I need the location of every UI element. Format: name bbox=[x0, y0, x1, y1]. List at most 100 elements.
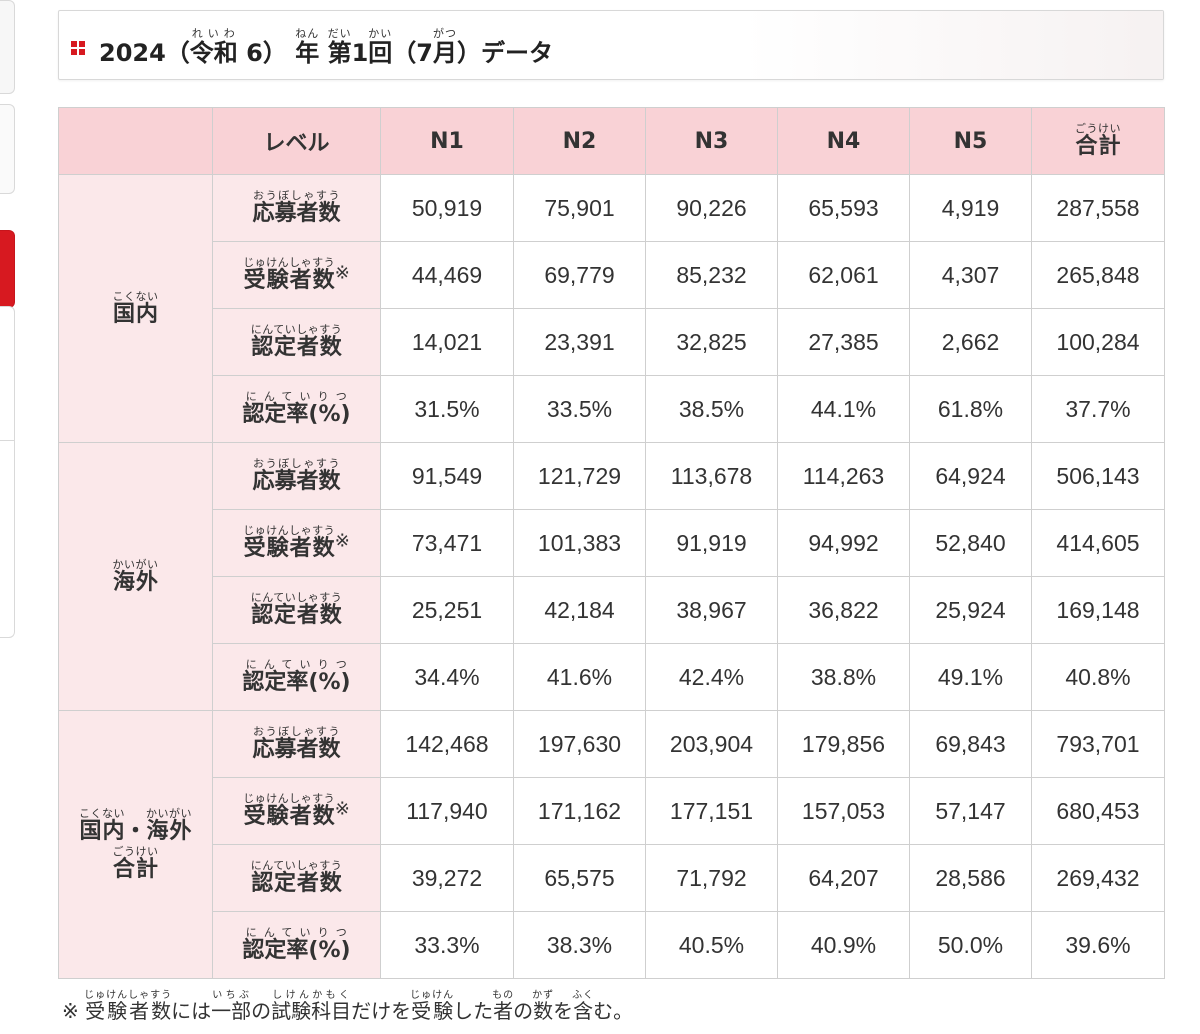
value-cell: 90,226 bbox=[645, 174, 778, 242]
value-cell: 101,383 bbox=[513, 509, 646, 577]
group-label-b: 海外 bbox=[146, 818, 192, 844]
metric-reading: にんていりつ bbox=[242, 926, 351, 939]
metric-label: 受験者数 bbox=[243, 268, 336, 293]
group-label-reading: かいがい bbox=[112, 557, 159, 571]
metric-label-cell: 受験者数じゅけんしゃすう※ bbox=[212, 777, 381, 845]
value-cell: 142,468 bbox=[380, 710, 514, 778]
title-month: （7 bbox=[392, 39, 433, 67]
metric-label: 認定率(%) bbox=[242, 402, 351, 427]
results-table: レベル N1 N2 N3 N4 N5 合計ごうけい 国内こくない 応募者数おうぼし… bbox=[58, 107, 1165, 979]
title-dai-reading: だい bbox=[327, 27, 352, 40]
table-row: 海外かいがい 応募者数おうぼしゃすう 91,549 121,729 113,678 114… bbox=[58, 442, 1165, 711]
metric-label: 応募者数 bbox=[252, 737, 341, 762]
value-cell: 44.1% bbox=[777, 375, 910, 443]
note-word-text: 含 bbox=[572, 999, 595, 1023]
value-cell: 39,272 bbox=[380, 844, 514, 912]
value-cell: 32,825 bbox=[645, 308, 778, 376]
metric-label-cell: 認定者数にんていしゃすう bbox=[212, 576, 381, 644]
side-panel-edge-red bbox=[0, 230, 15, 308]
footnote-mark: ※ bbox=[334, 798, 350, 820]
metric-label: 応募者数 bbox=[252, 469, 341, 494]
title-year: 2024 bbox=[99, 39, 166, 67]
title-kai-reading: かい bbox=[368, 27, 393, 40]
note-mark: ※ bbox=[62, 999, 86, 1023]
group-label-c: 合計 bbox=[112, 856, 159, 882]
metric-label: 受験者数 bbox=[243, 804, 336, 829]
header-total-text: 合計 bbox=[1075, 134, 1121, 159]
group-label-line: 合計ごうけい bbox=[59, 845, 212, 883]
total-value-cell: 100,284 bbox=[1031, 308, 1165, 376]
note-word-reading: いちぶ bbox=[211, 990, 252, 1001]
footnote-mark: ※ bbox=[334, 530, 350, 552]
note-word: 一部いちぶ bbox=[211, 990, 251, 1023]
note-text: には bbox=[171, 999, 212, 1023]
value-cell: 114,263 bbox=[777, 442, 910, 510]
total-value-cell: 414,605 bbox=[1031, 509, 1165, 577]
value-cell: 62,061 bbox=[777, 241, 910, 309]
footnote-mark: ※ bbox=[334, 262, 350, 284]
value-cell: 171,162 bbox=[513, 777, 646, 845]
footnote: ※ 受験者数じゅけんしゃすうには一部いちぶの試験科目しけんかもくだけを受験じゅけ… bbox=[62, 990, 633, 1024]
group-label-cell: 国内こくない bbox=[58, 174, 213, 443]
table-row: 受験者数じゅけんしゃすう※ 73,471 101,383 91,919 94,992 52… bbox=[59, 509, 1165, 577]
value-cell: 177,151 bbox=[645, 777, 778, 845]
value-cell: 14,021 bbox=[380, 308, 514, 376]
group-label-b-reading: かいがい bbox=[146, 806, 192, 820]
value-cell: 41.6% bbox=[513, 643, 646, 711]
value-cell: 121,729 bbox=[513, 442, 646, 510]
title-kai-text: 回 bbox=[368, 39, 393, 67]
metric-reading: おうぼしゃすう bbox=[252, 457, 341, 470]
title-nen-text: 年 bbox=[295, 39, 320, 67]
title-era-number: 6） bbox=[237, 39, 287, 67]
value-cell: 69,843 bbox=[909, 710, 1032, 778]
value-cell: 42.4% bbox=[645, 643, 778, 711]
value-cell: 36,822 bbox=[777, 576, 910, 644]
title-nen: 年ねん bbox=[295, 27, 320, 67]
metric-label-cell: 受験者数じゅけんしゃすう※ bbox=[212, 241, 381, 309]
table-row: 国内こくない 応募者数おうぼしゃすう 50,919 75,901 90,226 65,59… bbox=[58, 174, 1165, 443]
title-nen-reading: ねん bbox=[295, 27, 320, 40]
metric-label: 認定率(%) bbox=[242, 938, 351, 963]
metric-label-cell: 認定者数にんていしゃすう bbox=[212, 844, 381, 912]
group-label-line: 国内こくない・海外かいがい bbox=[59, 807, 212, 845]
value-cell: 91,919 bbox=[645, 509, 778, 577]
title-gatsu-reading: がつ bbox=[432, 27, 457, 40]
metric-label: 認定者数 bbox=[250, 871, 343, 896]
total-value-cell: 506,143 bbox=[1031, 442, 1165, 510]
note-word-reading: ふく bbox=[572, 990, 595, 1001]
total-value-cell: 680,453 bbox=[1031, 777, 1165, 845]
header-total: 合計ごうけい bbox=[1031, 107, 1165, 175]
note-word-text: 数 bbox=[532, 999, 555, 1023]
value-cell: 28,586 bbox=[909, 844, 1032, 912]
red-square-bullet-icon bbox=[71, 41, 85, 55]
group-label-sep: ・ bbox=[124, 818, 147, 844]
metric-reading: にんていしゃすう bbox=[250, 591, 343, 604]
value-cell: 50,919 bbox=[380, 174, 514, 242]
total-value-cell: 39.6% bbox=[1031, 911, 1165, 979]
title-dai-text: 第 bbox=[327, 39, 352, 67]
value-cell: 40.9% bbox=[777, 911, 910, 979]
title-dai: 第だい bbox=[327, 27, 352, 67]
note-word: 者もの bbox=[492, 990, 514, 1023]
title-era-text: 令和 bbox=[189, 39, 238, 67]
value-cell: 23,391 bbox=[513, 308, 646, 376]
value-cell: 25,924 bbox=[909, 576, 1032, 644]
title-gatsu: 月がつ bbox=[432, 27, 457, 67]
value-cell: 85,232 bbox=[645, 241, 778, 309]
header-n3: N3 bbox=[645, 107, 778, 175]
note-word: 含ふく bbox=[572, 990, 595, 1023]
header-total-reading: ごうけい bbox=[1075, 122, 1121, 135]
note-word-text: 受験者数 bbox=[84, 999, 173, 1023]
metric-label-cell: 認定者数にんていしゃすう bbox=[212, 308, 381, 376]
metric-label-cell: 応募者数おうぼしゃすう bbox=[212, 710, 381, 778]
header-n4: N4 bbox=[777, 107, 910, 175]
value-cell: 27,385 bbox=[777, 308, 910, 376]
title-era-reading: れいわ bbox=[189, 27, 238, 40]
header-level: レベル bbox=[212, 107, 381, 175]
table-row: 認定者数にんていしゃすう 14,021 23,391 32,825 27,385 2,66… bbox=[59, 308, 1165, 376]
title-gatsu-text: 月 bbox=[432, 39, 457, 67]
group-label-a: 国内 bbox=[78, 818, 125, 844]
metric-label: 受験者数 bbox=[243, 536, 336, 561]
section-title-box: 2024（令和れいわ 6） 年ねん 第だい1回かい（7月がつ）データ bbox=[58, 10, 1164, 80]
title-paren: （ bbox=[165, 39, 190, 67]
